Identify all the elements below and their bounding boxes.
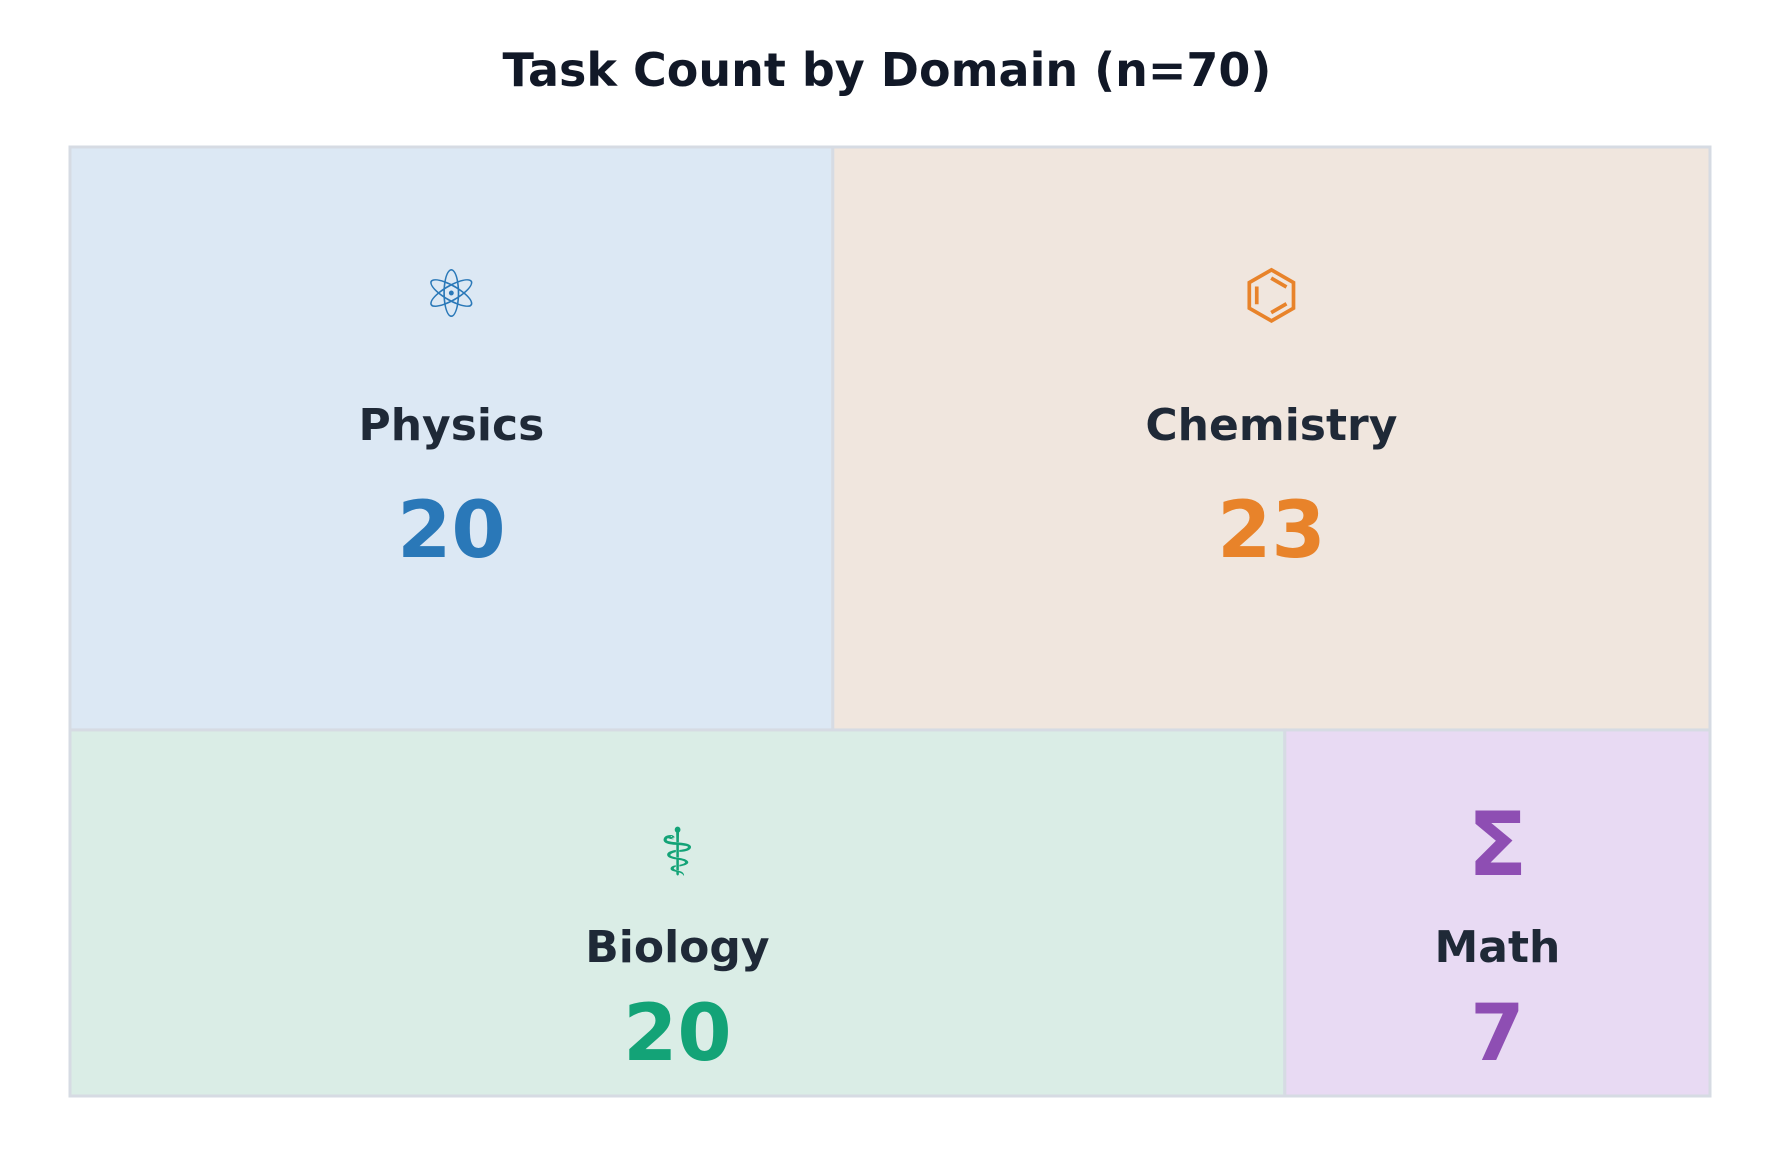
tile-biology: ⚕ Biology 20 [68, 728, 1287, 1098]
tile-rect-chemistry [831, 145, 1712, 732]
sigma-icon: Σ [1467, 793, 1527, 896]
benzene-icon: ⌬ [1243, 256, 1301, 333]
tile-rect-math [1283, 728, 1712, 1098]
atom-icon: ⚛ [422, 256, 481, 333]
tile-label-chemistry: Chemistry [1145, 400, 1397, 451]
tile-value-math: 7 [1470, 989, 1524, 1079]
caduceus-icon: ⚕ [660, 814, 696, 891]
tile-value-biology: 20 [623, 989, 732, 1079]
tile-rect-biology [68, 728, 1287, 1098]
tile-label-biology: Biology [585, 922, 769, 973]
tile-math: Σ Math 7 [1283, 728, 1712, 1098]
tile-rect-physics [68, 145, 835, 732]
tile-value-physics: 20 [397, 486, 506, 576]
tile-chemistry: ⌬ Chemistry 23 [831, 145, 1712, 732]
tile-value-chemistry: 23 [1217, 486, 1326, 576]
tile-physics: ⚛ Physics 20 [68, 145, 835, 732]
tile-label-physics: Physics [358, 400, 544, 451]
tile-label-math: Math [1434, 922, 1560, 973]
chart-title: Task Count by Domain (n=70) [502, 43, 1272, 97]
